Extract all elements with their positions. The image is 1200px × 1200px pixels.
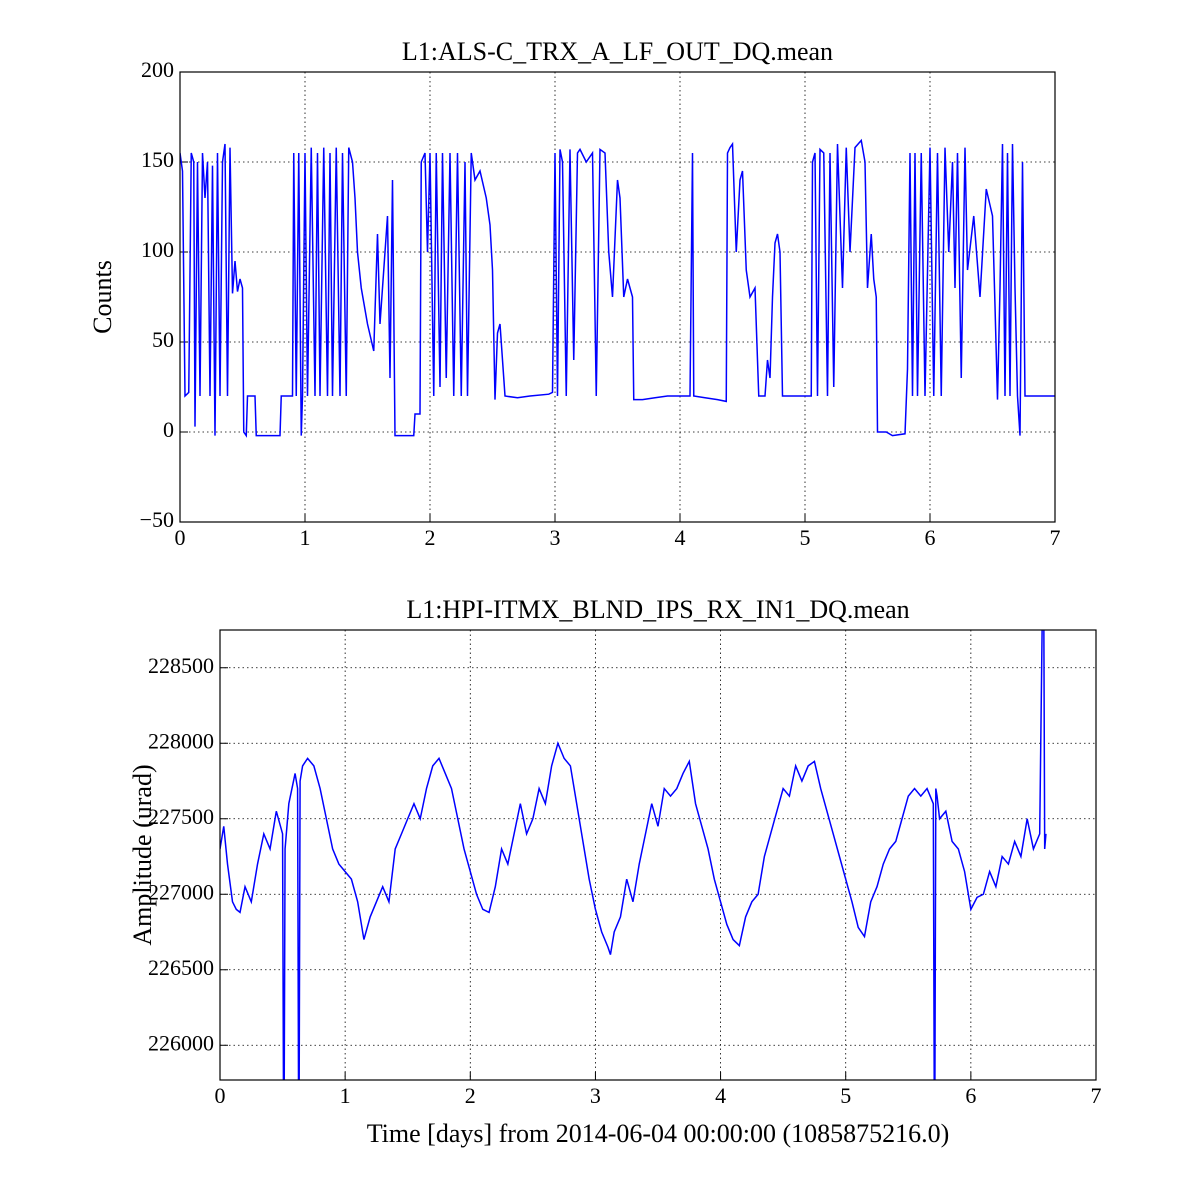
axes: 0 1 2 3 4 5 6 7−50050100150200L1:ALS-C_TRX_A_LF…: [88, 37, 1061, 550]
x-tick-label: 2: [425, 525, 436, 550]
x-axis-label: Time [days] from 2014-06-04 00:00:00 (10…: [367, 1119, 950, 1148]
y-tick-label: 226500: [148, 955, 214, 980]
x-tick-label: 6: [965, 1083, 976, 1108]
y-tick-label: −50: [140, 507, 174, 532]
x-tick-label: 4: [675, 525, 686, 550]
x-tick-label: 5: [800, 525, 811, 550]
x-tick-label: 1: [340, 1083, 351, 1108]
y-tick-label: 227500: [148, 804, 214, 829]
x-tick-label: 1: [300, 525, 311, 550]
y-tick-label: 228500: [148, 653, 214, 678]
x-tick-label: 0: [175, 525, 186, 550]
axes: 0 1 2 3 4 5 6 7 226000 226500 227000 227500 228000 22…: [128, 595, 1102, 1148]
y-axis-label: Amplitude (urad): [128, 764, 157, 945]
chart-title: L1:HPI-ITMX_BLND_IPS_RX_IN1_DQ.mean: [406, 595, 909, 624]
y-tick-label: 100: [141, 237, 174, 262]
x-tick-label: 7: [1091, 1083, 1102, 1108]
x-tick-label: 6: [925, 525, 936, 550]
data-line: [180, 138, 1055, 438]
y-tick-label: 0: [163, 417, 174, 442]
axes-frame: [179, 71, 1056, 523]
y-axis-label: Counts: [88, 260, 117, 334]
y-tick-label: 227000: [148, 879, 214, 904]
y-tick-label: 150: [141, 147, 174, 172]
axes-frame: [219, 629, 1097, 1081]
data-line: [220, 630, 1047, 1080]
x-tick-label: 2: [465, 1083, 476, 1108]
x-tick-label: 0: [215, 1083, 226, 1108]
y-tick-label: 226000: [148, 1030, 214, 1055]
x-tick-label: 3: [550, 525, 561, 550]
x-tick-label: 7: [1050, 525, 1061, 550]
y-tick-label: 228000: [148, 728, 214, 753]
x-tick-label: 3: [590, 1083, 601, 1108]
x-tick-label: 5: [840, 1083, 851, 1108]
y-tick-label: 200: [141, 57, 174, 82]
chart-title: L1:ALS-C_TRX_A_LF_OUT_DQ.mean: [402, 37, 833, 66]
x-tick-label: 4: [715, 1083, 726, 1108]
y-tick-label: 50: [152, 327, 174, 352]
